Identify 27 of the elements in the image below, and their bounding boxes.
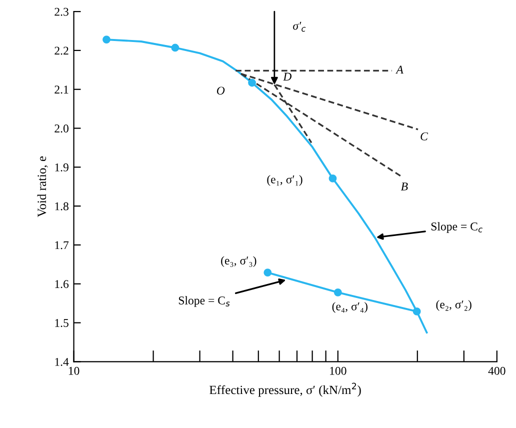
- annotation: σ′$_{c}$: [293, 22, 306, 32]
- annotation: (e₂, σ′₂): [436, 300, 472, 311]
- y-tick-label: 1.4: [55, 358, 69, 366]
- annotation: Slope = C$_{s}$: [178, 296, 230, 307]
- y-tick-label: 1.8: [55, 202, 68, 210]
- y-tick-label: 2.3: [54, 8, 68, 16]
- annotation: Slope = C$_{c}$: [431, 222, 482, 233]
- x-tick-label: 10: [68, 366, 80, 375]
- x-axis-title: Effective pressure, σ′ (kN/m$^{2}$): [210, 382, 361, 397]
- annotation: B: [400, 182, 408, 190]
- annotation: O: [216, 86, 225, 95]
- y-tick-label: 2.0: [54, 124, 68, 133]
- annotation: A: [396, 66, 404, 74]
- y-tick-label: 1.5: [55, 319, 68, 328]
- annotation: (e₃, σ′₃): [221, 256, 256, 267]
- y-tick-label: 2.2: [54, 46, 68, 55]
- annotation: C: [420, 132, 428, 140]
- annotation: (e₄, σ′₄): [332, 302, 368, 313]
- annotation: (e₁, σ′₁): [267, 175, 302, 186]
- y-axis-title: Void ratio, e: [37, 156, 48, 218]
- y-tick-label: 2.1: [54, 86, 68, 94]
- y-tick-label: 1.7: [55, 241, 69, 250]
- y-tick-label: 1.6: [55, 280, 69, 288]
- annotation: D: [283, 72, 292, 81]
- x-tick-label: 400: [488, 366, 506, 375]
- x-tick-label: 100: [330, 366, 346, 375]
- y-tick-label: 1.9: [55, 163, 68, 172]
